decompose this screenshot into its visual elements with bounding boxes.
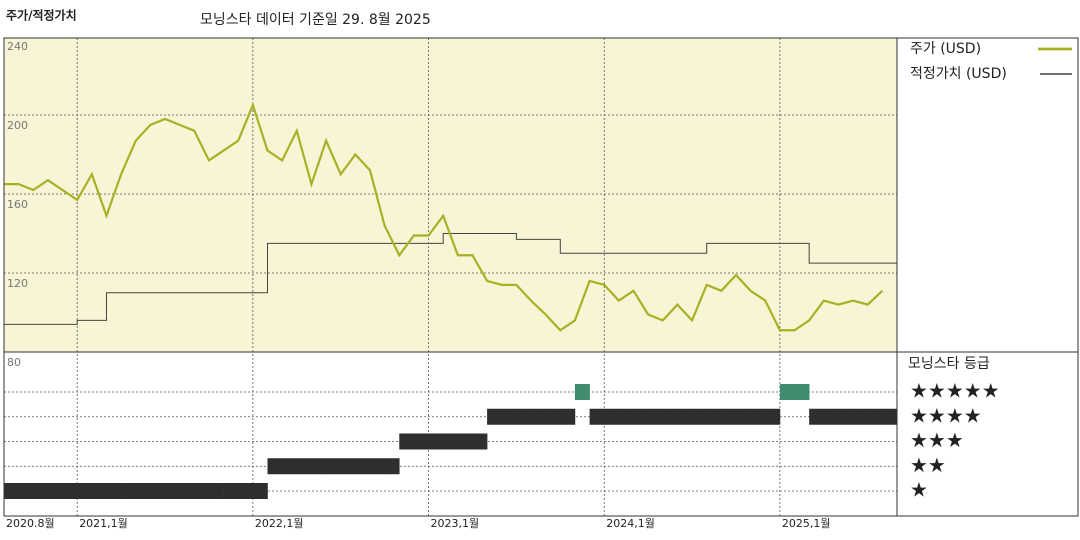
rating-bar [340, 458, 356, 475]
rating-bar [208, 483, 224, 499]
x-tick-label: 2022,1월 [255, 517, 304, 530]
rating-bar [135, 483, 151, 499]
y-tick-label: 200 [7, 119, 28, 132]
rating-title: 모닝스타 등급 [908, 356, 990, 372]
y-tick-label: 120 [7, 277, 28, 290]
series-line [4, 101, 884, 332]
rating-label: ★★★★★ [910, 379, 1000, 403]
rating-bar [677, 408, 693, 425]
legend-label: 주가 (USD) [910, 41, 981, 57]
rating-bar [545, 408, 561, 425]
plot-background [4, 38, 897, 352]
y-tick-label: 80 [7, 356, 21, 369]
rating-bar [399, 433, 415, 450]
rating-bar [721, 408, 737, 425]
chart-title: 주가/적정가치 [6, 8, 77, 23]
rating-bar [282, 458, 298, 475]
x-tick-label: 2023,1월 [431, 517, 480, 530]
rating-bar [4, 483, 19, 499]
rating-bar [750, 408, 766, 425]
rating-bar [223, 483, 239, 499]
rating-bar [735, 408, 751, 425]
frame [3, 37, 1079, 517]
rating-bar [823, 408, 839, 425]
rating-bar [179, 483, 195, 499]
x-tick-label: 2024,1월 [606, 517, 655, 530]
rating-bar [355, 458, 371, 475]
rating-bar [238, 483, 254, 499]
legend-label: 적정가치 (USD) [910, 66, 1007, 82]
rating-bar [369, 458, 385, 475]
rating-bar [384, 458, 400, 475]
rating-label: ★★ [910, 453, 946, 477]
rating-bar [779, 384, 795, 400]
rating-bar [794, 384, 810, 400]
rating-bar [765, 408, 781, 425]
rating-bar [457, 433, 473, 450]
rating-bar [150, 483, 166, 499]
rating-bar [516, 408, 532, 425]
rating-bar [706, 408, 722, 425]
rating-bar [47, 483, 63, 499]
rating-bar [604, 408, 620, 425]
rating-bar [633, 408, 649, 425]
rating-bar [487, 408, 503, 425]
rating-bar [662, 408, 678, 425]
rating-bar [326, 458, 342, 475]
rating-bar [296, 458, 312, 475]
rating-label: ★ [910, 478, 928, 502]
rating-label: ★★★ [910, 428, 964, 452]
rating-bar [692, 408, 707, 425]
rating-bar [867, 408, 883, 425]
rating-bar [472, 433, 488, 450]
x-tick-label: 2021,1월 [79, 517, 128, 530]
rating-bar [574, 384, 590, 400]
y-tick-label: 240 [7, 40, 28, 53]
rating-bar [413, 433, 429, 450]
rating-bar [560, 408, 576, 425]
rating-bar [838, 408, 854, 425]
rating-bar [428, 433, 444, 450]
rating-bar [311, 458, 327, 475]
rating-bar [194, 483, 210, 499]
rating-bar [648, 408, 664, 425]
x-tick-label: 2020.8월 [6, 517, 55, 530]
rating-bar [618, 408, 634, 425]
x-tick-label: 2025,1월 [782, 517, 831, 530]
rating-bar [165, 483, 180, 499]
rating-bar [33, 483, 49, 499]
y-tick-label: 160 [7, 198, 28, 211]
rating-bar [443, 433, 459, 450]
rating-bar [853, 408, 869, 425]
rating-bar [252, 483, 268, 499]
rating-bar [18, 483, 34, 499]
rating-bar [882, 408, 898, 425]
rating-bar [77, 483, 93, 499]
rating-bar [809, 408, 825, 425]
rating-bar [106, 483, 122, 499]
rating-label: ★★★★ [910, 403, 982, 427]
rating-bar [501, 408, 517, 425]
rating-bar [62, 483, 78, 499]
rating-bar [91, 483, 107, 499]
chart-subtitle: 모닝스타 데이터 기준일 29. 8월 2025 [200, 12, 431, 28]
rating-bar [267, 458, 283, 475]
rating-bar [531, 408, 546, 425]
rating-bar [589, 408, 605, 425]
rating-bar [121, 483, 137, 499]
